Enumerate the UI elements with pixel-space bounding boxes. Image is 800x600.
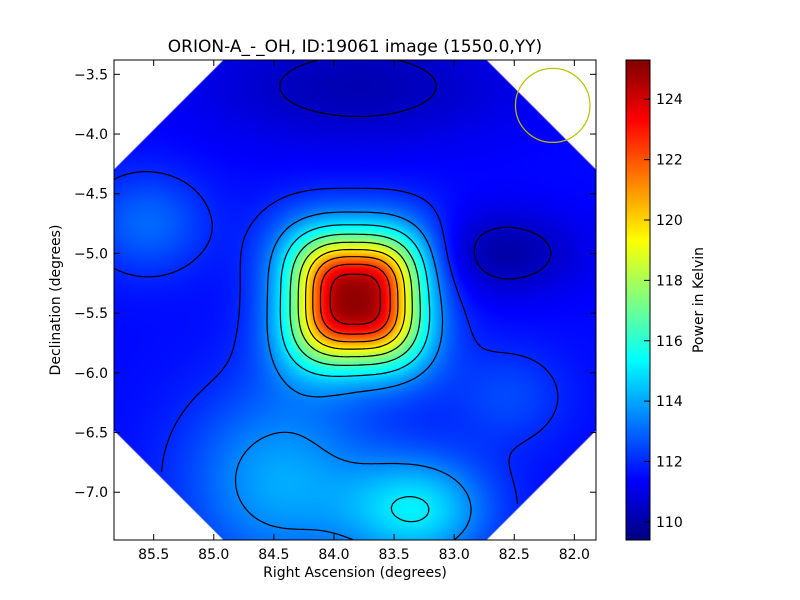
x-tick-label: 83.5 [378, 547, 409, 563]
colorbar-image [626, 60, 650, 540]
y-tick-label: −6.5 [74, 426, 108, 442]
y-tick-label: −6.0 [74, 366, 108, 382]
contour-level-2 [234, 211, 472, 540]
contour-level-8 [319, 263, 391, 335]
contour-level-7 [312, 256, 399, 343]
contour-level-3 [279, 224, 431, 523]
contour-level-0 [279, 60, 552, 280]
colorbar-label: Power in Kelvin [691, 247, 707, 353]
y-axis-label: Declination (degrees) [48, 225, 64, 376]
beam-circle [514, 67, 591, 143]
x-tick-label: 82.5 [499, 547, 530, 563]
colorbar-tick-label: 114 [656, 394, 683, 410]
x-tick-label: 85.0 [198, 547, 229, 563]
contour-lines [114, 60, 559, 540]
colorbar-tick-label: 122 [656, 153, 683, 169]
colorbar-tick-label: 120 [656, 213, 683, 229]
plot-area [113, 59, 597, 541]
x-axis-label: Right Ascension (degrees) [263, 565, 447, 581]
y-tick-label: −5.5 [74, 306, 108, 322]
colorbar-tick-label: 110 [656, 515, 683, 531]
y-tick-label: −4.5 [74, 187, 108, 203]
contour-level-1 [114, 171, 559, 505]
y-axis: −3.5 −4.0 −4.5 −5.0 −5.5 −6.0 −6.5 −7.0 [74, 67, 596, 501]
beam-layer [514, 67, 591, 143]
colorbar-tick-label: 124 [656, 92, 683, 108]
y-tick-label: −4.0 [74, 127, 108, 143]
contour-level-9 [329, 273, 381, 325]
y-tick-label: −5.0 [74, 246, 108, 262]
contour-level-4 [289, 233, 421, 366]
plot-frame [113, 59, 597, 541]
colorbar-tick-label: 118 [656, 273, 683, 289]
y-tick-label: −3.5 [74, 67, 108, 83]
x-tick-label: 84.0 [318, 547, 349, 563]
colorbar-tick-label: 116 [656, 334, 683, 350]
colorbar-frame [625, 59, 651, 541]
intensity-heatmap [114, 60, 596, 540]
x-tick-label: 85.5 [138, 547, 169, 563]
y-tick-label: −7.0 [74, 485, 108, 501]
chart-title: ORION-A_-_OH, ID:19061 image (1550.0,YY) [168, 37, 542, 57]
x-tick-label: 83.0 [439, 547, 470, 563]
x-tick-label: 84.5 [258, 547, 289, 563]
x-tick-label: 82.0 [559, 547, 590, 563]
colorbar: 110 112 114 116 118 120 122 124 Power in Kelvin [625, 59, 707, 541]
contour-level-5 [297, 241, 413, 358]
contour-level-6 [305, 248, 406, 350]
colorbar-ticks: 110 112 114 116 118 120 122 124 [644, 92, 683, 531]
colorbar-tick-label: 112 [656, 455, 683, 471]
x-axis: 85.5 85.0 84.5 84.0 83.5 83.0 82.5 82.0 [138, 60, 590, 563]
